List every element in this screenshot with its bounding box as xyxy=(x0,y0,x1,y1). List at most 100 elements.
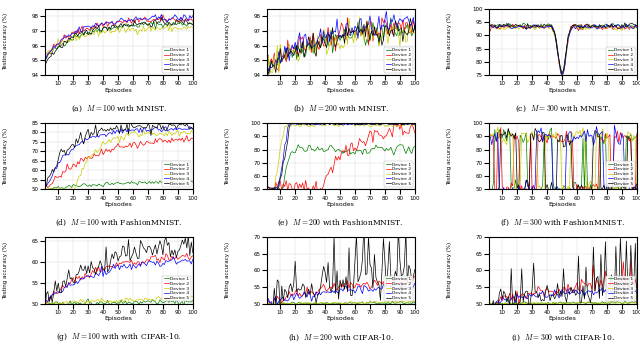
Device 5 xyxy=(353,28,360,32)
Device 2 xyxy=(628,25,636,29)
Device 3 xyxy=(515,302,522,306)
Line: Device 4: Device 4 xyxy=(489,287,637,306)
Device 5 xyxy=(117,254,125,258)
Device 3 xyxy=(59,190,67,194)
Title: (g)  $M = 100$ with with CIFAR-10.: (g) $M = 100$ with with CIFAR-10. xyxy=(56,332,182,343)
Line: Device 4: Device 4 xyxy=(45,126,193,186)
Device 4 xyxy=(381,121,388,125)
Device 2 xyxy=(298,186,305,190)
Device 4 xyxy=(340,122,348,127)
Device 2 xyxy=(485,301,493,305)
Device 5 xyxy=(485,191,493,195)
Device 1 xyxy=(77,184,84,188)
Device 4 xyxy=(76,279,83,283)
Device 4 xyxy=(183,17,191,21)
Device 4 xyxy=(402,122,410,126)
Device 2 xyxy=(406,22,414,26)
Device 1 xyxy=(628,24,636,28)
Device 5 xyxy=(628,21,636,25)
Line: Device 1: Device 1 xyxy=(45,21,193,60)
Device 2 xyxy=(293,287,301,291)
Device 2 xyxy=(183,251,191,255)
Device 1 xyxy=(69,38,77,42)
Device 3 xyxy=(406,31,414,35)
Line: Device 4: Device 4 xyxy=(489,24,637,75)
Device 1 xyxy=(291,151,299,155)
Device 5 xyxy=(401,29,408,33)
Device 2 xyxy=(486,307,494,311)
Device 2 xyxy=(497,125,504,129)
Device 1 xyxy=(69,301,77,305)
Device 5 xyxy=(575,183,582,187)
Device 3 xyxy=(576,128,584,132)
Device 2 xyxy=(263,303,271,307)
Device 3 xyxy=(77,173,84,178)
Device 3 xyxy=(340,43,348,47)
Device 4 xyxy=(513,25,521,29)
Device 4 xyxy=(624,24,632,29)
Device 2 xyxy=(402,21,410,25)
Device 1 xyxy=(164,19,172,23)
Device 4 xyxy=(179,258,186,262)
Legend: Device 1, Device 2, Device 3, Device 4, Device 5: Device 1, Device 2, Device 3, Device 4, … xyxy=(607,161,635,187)
Device 3 xyxy=(515,180,522,185)
Y-axis label: Testing accuracy (%): Testing accuracy (%) xyxy=(3,13,8,70)
Device 5 xyxy=(129,252,137,256)
Device 3 xyxy=(521,301,529,305)
Device 3 xyxy=(131,129,138,134)
Line: Device 4: Device 4 xyxy=(45,15,193,60)
Device 3 xyxy=(76,300,83,304)
X-axis label: Episodes: Episodes xyxy=(549,316,577,321)
Device 3 xyxy=(519,25,527,29)
Device 2 xyxy=(624,25,632,29)
Device 2 xyxy=(402,131,410,135)
Device 5 xyxy=(563,47,570,51)
Device 2 xyxy=(263,64,271,68)
Device 3 xyxy=(564,38,572,43)
Device 5 xyxy=(351,123,359,127)
Device 5 xyxy=(183,122,191,126)
Device 5 xyxy=(189,127,196,131)
Legend: Device 1, Device 2, Device 3, Device 4, Device 5: Device 1, Device 2, Device 3, Device 4, … xyxy=(385,47,413,73)
Device 5 xyxy=(485,25,493,30)
Device 3 xyxy=(293,302,301,306)
Device 3 xyxy=(263,186,271,190)
Device 2 xyxy=(576,185,584,189)
Legend: Device 1, Device 2, Device 3, Device 4, Device 5: Device 1, Device 2, Device 3, Device 4, … xyxy=(163,275,191,302)
Device 3 xyxy=(184,131,192,135)
Device 5 xyxy=(563,133,570,137)
Device 4 xyxy=(563,141,570,145)
Device 5 xyxy=(263,68,271,72)
Device 4 xyxy=(41,184,49,188)
Device 3 xyxy=(117,298,125,302)
Device 5 xyxy=(575,24,582,29)
Device 5 xyxy=(131,126,138,130)
Device 4 xyxy=(633,188,640,192)
Device 1 xyxy=(340,27,348,31)
Device 4 xyxy=(177,127,185,131)
Device 5 xyxy=(177,243,185,247)
Device 5 xyxy=(129,24,137,28)
Device 1 xyxy=(183,180,191,184)
Device 4 xyxy=(293,49,301,53)
Line: Device 2: Device 2 xyxy=(267,276,415,306)
Device 5 xyxy=(293,290,301,294)
Device 4 xyxy=(76,25,83,29)
Device 1 xyxy=(263,301,271,305)
Device 2 xyxy=(76,162,83,166)
Device 3 xyxy=(578,299,586,304)
Device 2 xyxy=(411,274,419,279)
Device 4 xyxy=(263,187,271,191)
Device 5 xyxy=(299,39,307,44)
Device 4 xyxy=(411,122,419,126)
Device 5 xyxy=(402,229,410,233)
Device 3 xyxy=(353,38,360,43)
Device 4 xyxy=(117,16,125,20)
Device 4 xyxy=(269,307,276,312)
Line: Device 3: Device 3 xyxy=(45,296,193,305)
Device 4 xyxy=(129,19,137,23)
Device 2 xyxy=(159,13,167,17)
Device 5 xyxy=(531,126,539,131)
Device 1 xyxy=(118,182,126,186)
Device 2 xyxy=(485,135,493,140)
